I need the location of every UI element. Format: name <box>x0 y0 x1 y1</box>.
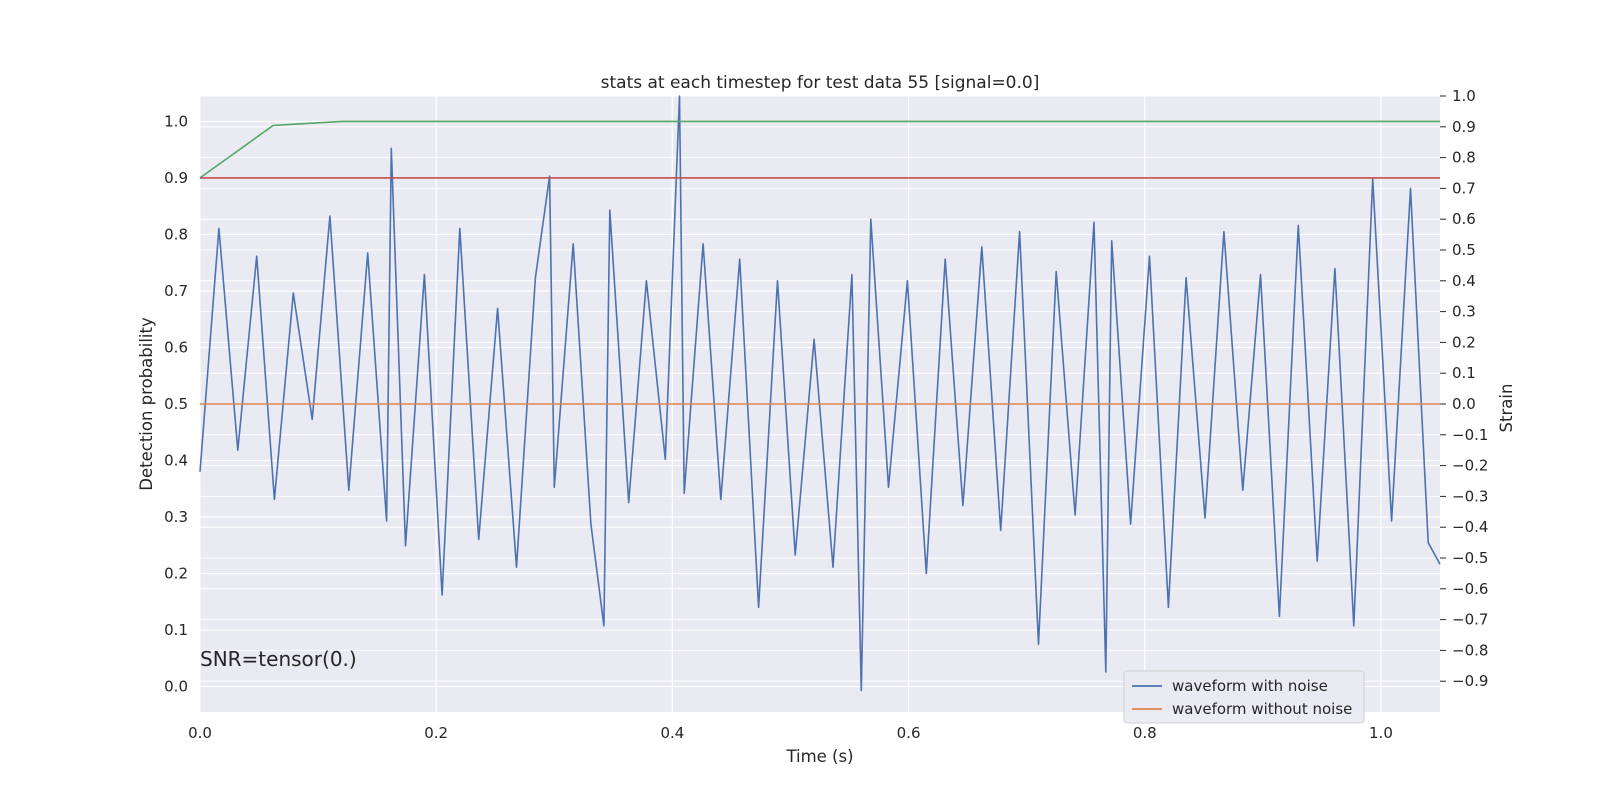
x-tick-label: 0.6 <box>897 724 921 742</box>
right-tick-label: 0.4 <box>1452 272 1476 290</box>
left-tick-label: 1.0 <box>164 112 188 130</box>
legend-label-clean: waveform without noise <box>1172 700 1352 718</box>
left-tick-label: 0.9 <box>164 169 188 187</box>
right-tick-label: 0.6 <box>1452 210 1476 228</box>
right-tick-label: −0.7 <box>1452 611 1488 629</box>
left-tick-label: 0.5 <box>164 395 188 413</box>
y-axis-label-right: Strain <box>1497 384 1516 433</box>
right-tick-label: 0.8 <box>1452 149 1476 167</box>
series-green-line <box>199 120 1440 179</box>
x-tick-label: 0.0 <box>188 724 212 742</box>
left-tick-label: 0.1 <box>164 621 188 639</box>
x-tick-label: 0.8 <box>1133 724 1157 742</box>
x-tick-label: 0.2 <box>424 724 448 742</box>
right-tick-label: −0.3 <box>1452 487 1488 505</box>
left-tick-label: 0.3 <box>164 508 188 526</box>
x-tick-label: 0.4 <box>660 724 684 742</box>
left-axis: 0.0 0.1 0.2 0.3 0.4 0.5 0.6 0.7 0.8 0.9 1.0 <box>164 112 188 695</box>
right-tick-label: 0.5 <box>1452 241 1476 259</box>
x-axis-label: Time (s) <box>785 747 853 766</box>
right-tick-label: 0.0 <box>1452 395 1476 413</box>
left-tick-label: 0.2 <box>164 565 188 583</box>
right-tick-label: −0.5 <box>1452 549 1488 567</box>
right-tick-label: −0.2 <box>1452 457 1488 475</box>
snr-annotation: SNR=tensor(0.) <box>200 647 357 671</box>
right-tick-label: 0.3 <box>1452 303 1476 321</box>
right-tick-label: −0.6 <box>1452 580 1488 598</box>
right-tick-label: −0.9 <box>1452 672 1488 690</box>
x-tick-label: 1.0 <box>1369 724 1393 742</box>
right-tick-label: −0.4 <box>1452 518 1488 536</box>
right-tick-label: 0.7 <box>1452 179 1476 197</box>
x-axis: 0.0 0.2 0.4 0.6 0.8 1.0 <box>188 724 1393 742</box>
left-tick-label: 0.7 <box>164 282 188 300</box>
right-tick-label: 1.0 <box>1452 87 1476 105</box>
right-tick-label: 0.9 <box>1452 118 1476 136</box>
series-waveform-with-noise <box>199 95 1441 692</box>
right-tick-label: 0.2 <box>1452 333 1476 351</box>
left-tick-label: 0.0 <box>164 678 188 696</box>
left-tick-label: 0.6 <box>164 338 188 356</box>
legend-label-noise: waveform with noise <box>1172 677 1328 695</box>
left-tick-label: 0.4 <box>164 452 188 470</box>
right-axis: −0.9 −0.8 −0.7 −0.6 −0.5 −0.4 −0.3 −0.2 −0.1 0.0 0… <box>1440 87 1488 690</box>
right-tick-label: 0.1 <box>1452 364 1476 382</box>
chart-title: stats at each timestep for test data 55 … <box>601 73 1040 93</box>
legend: waveform with noise waveform without noi… <box>1123 670 1365 724</box>
left-tick-label: 0.8 <box>164 225 188 243</box>
series-layer <box>199 95 1441 692</box>
y-axis-label-left: Detection probability <box>137 317 156 491</box>
right-tick-label: −0.8 <box>1452 641 1488 659</box>
right-tick-label: −0.1 <box>1452 426 1488 444</box>
legend-box <box>1123 670 1365 724</box>
